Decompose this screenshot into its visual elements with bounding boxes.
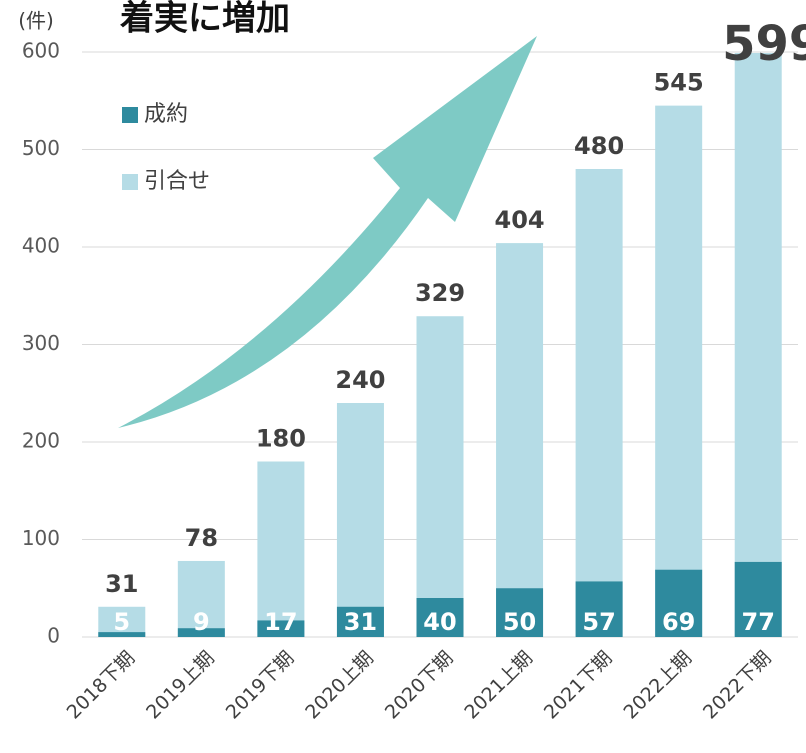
value-label: 31: [344, 608, 377, 636]
bar: [336, 403, 384, 637]
x-tick-label: 2022下期: [699, 647, 776, 724]
total-label: 240: [335, 366, 385, 394]
y-tick-label: 500: [22, 136, 60, 160]
bar: [416, 316, 464, 637]
bar: [98, 606, 146, 637]
bar: [734, 561, 782, 637]
value-label: 9: [193, 608, 210, 636]
bar: [257, 620, 305, 637]
x-tick-label: 2021上期: [460, 647, 537, 724]
bar: [416, 598, 464, 637]
bar: [496, 243, 544, 637]
bar: [655, 569, 703, 637]
value-label: 40: [423, 608, 456, 636]
unit-label: (件): [18, 9, 54, 33]
total-label: 31: [105, 570, 138, 598]
x-tick-label: 2020下期: [381, 647, 458, 724]
value-label: 77: [742, 608, 775, 636]
y-tick-label: 400: [22, 234, 60, 258]
value-label: 5: [113, 608, 130, 636]
x-tick-label: 2021下期: [540, 647, 617, 724]
total-label: 404: [495, 206, 545, 234]
x-tick-label: 2022上期: [619, 647, 696, 724]
bar: [257, 461, 305, 637]
value-label: 69: [662, 608, 695, 636]
chart-title: 着実に増加: [119, 0, 290, 39]
total-label: 545: [654, 69, 704, 97]
total-label: 329: [415, 279, 465, 307]
value-label: 57: [582, 608, 615, 636]
x-tick-label: 2020上期: [301, 647, 378, 724]
x-tick-label: 2019下期: [222, 647, 299, 724]
total-label: 78: [185, 524, 218, 552]
bar: [177, 560, 225, 637]
legend-label: 引合せ: [144, 169, 210, 194]
bar: [575, 581, 623, 637]
total-label: 480: [574, 132, 624, 160]
legend-swatch: [122, 107, 138, 123]
y-tick-label: 300: [22, 331, 60, 355]
bar: [734, 52, 782, 638]
total-label: 599: [722, 16, 806, 72]
bar: [496, 588, 544, 637]
total-label: 180: [256, 425, 306, 453]
value-label: 17: [264, 608, 297, 636]
y-tick-label: 600: [22, 39, 60, 63]
legend-label: 成約: [144, 102, 188, 127]
y-tick-label: 200: [22, 429, 60, 453]
bar: [655, 105, 703, 637]
x-tick-label: 2019上期: [142, 647, 219, 724]
y-tick-label: 100: [22, 526, 60, 550]
value-label: 50: [503, 608, 536, 636]
bar: [336, 606, 384, 637]
bar: [177, 628, 225, 637]
x-tick-label: 2018下期: [63, 647, 140, 724]
labels: 31 78 180 240 329 404 480 545 599 5 9 17 31 40 50 57 69 7…: [105, 16, 806, 636]
legend-swatch: [122, 174, 138, 190]
bar: [575, 169, 623, 637]
bar: [98, 632, 146, 637]
growth-arrow: [118, 36, 537, 428]
y-tick-label: 0: [47, 624, 60, 648]
